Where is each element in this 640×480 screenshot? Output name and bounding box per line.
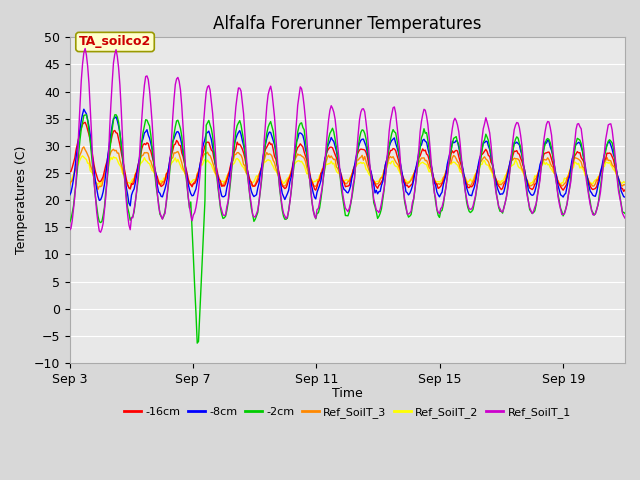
Legend: -16cm, -8cm, -2cm, Ref_SoilT_3, Ref_SoilT_2, Ref_SoilT_1: -16cm, -8cm, -2cm, Ref_SoilT_3, Ref_Soil… xyxy=(120,403,575,422)
Y-axis label: Temperatures (C): Temperatures (C) xyxy=(15,146,28,254)
Text: TA_soilco2: TA_soilco2 xyxy=(79,36,151,48)
X-axis label: Time: Time xyxy=(332,387,363,400)
Title: Alfalfa Forerunner Temperatures: Alfalfa Forerunner Temperatures xyxy=(213,15,481,33)
